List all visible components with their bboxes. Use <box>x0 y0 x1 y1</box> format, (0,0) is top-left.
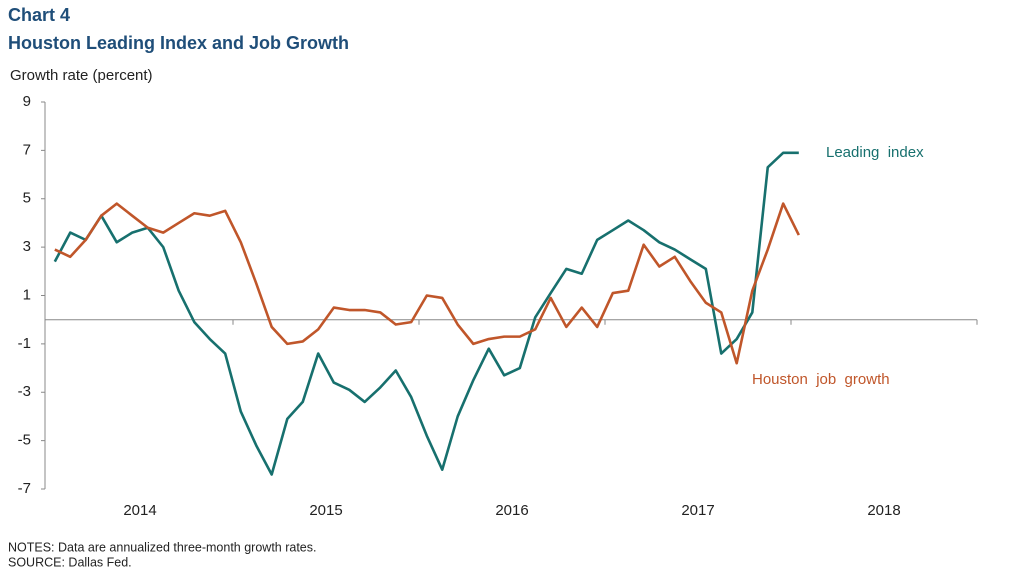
y-tick-label: -5 <box>18 432 31 449</box>
x-tick-label: 2018 <box>867 502 900 519</box>
x-tick-label: 2014 <box>123 502 156 519</box>
notes: NOTES: Data are annualized three-month g… <box>8 540 316 554</box>
series-line <box>54 202 800 365</box>
y-tick-label: 7 <box>23 141 31 158</box>
y-tick-label: 3 <box>23 238 31 255</box>
x-tick-label: 2016 <box>495 502 528 519</box>
y-tick-label: 9 <box>23 93 31 110</box>
y-tick-label: 1 <box>23 286 31 303</box>
series-line <box>53 151 799 476</box>
legend-label: Houston job growth <box>752 371 890 388</box>
y-tick-label: -3 <box>18 383 31 400</box>
source: SOURCE: Dallas Fed. <box>8 555 132 569</box>
x-tick-label: 2017 <box>681 502 714 519</box>
y-axis-label: Growth rate (percent) <box>10 67 153 84</box>
x-tick-label: 2015 <box>309 502 342 519</box>
y-tick-label: 5 <box>23 190 31 207</box>
chart-title: Chart 4 <box>8 5 70 25</box>
chart-subtitle: Houston Leading Index and Job Growth <box>8 33 349 53</box>
y-tick-label: -7 <box>18 480 31 497</box>
y-tick-label: -1 <box>18 335 31 352</box>
legend-label: Leading index <box>826 144 924 161</box>
